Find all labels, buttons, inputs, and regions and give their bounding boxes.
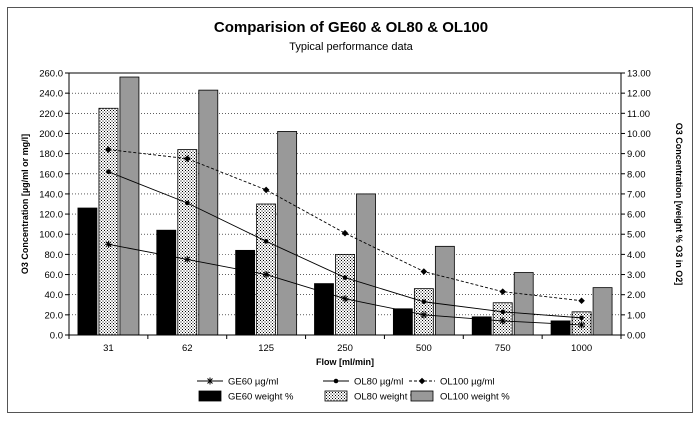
legend-bar-swatch — [410, 390, 434, 402]
point-marker — [342, 295, 348, 302]
right-tick-label: 5.00 — [627, 230, 646, 241]
legend-label: GE60 µg/ml — [228, 377, 278, 388]
right-tick-label: 8.00 — [627, 169, 646, 180]
point-marker — [342, 275, 348, 280]
left-tick-label: 200.0 — [39, 129, 63, 140]
chart-frame: Comparision of GE60 & OL80 & OL100 Typic… — [7, 7, 693, 413]
bar — [98, 107, 119, 336]
point-marker — [578, 322, 585, 328]
bar — [198, 89, 219, 336]
left-tick-label: 100.0 — [39, 230, 63, 241]
bar — [277, 131, 298, 336]
bar — [119, 76, 140, 336]
right-axis-ticks: 0.00 1.00 2.00 3.00 4.00 5.00 6.00 7.00 8.00 9.00… — [621, 69, 651, 342]
point-marker — [105, 241, 112, 248]
bar — [392, 308, 413, 336]
point-marker — [499, 288, 507, 295]
right-tick-label: 2.00 — [627, 290, 646, 301]
point-marker — [579, 315, 584, 321]
bar — [256, 203, 277, 336]
x-tick-label: 62 — [182, 343, 193, 354]
right-tick-label: 7.00 — [627, 189, 646, 200]
bar — [77, 207, 98, 336]
bar — [550, 320, 571, 336]
point-marker — [207, 378, 213, 384]
point-marker — [418, 377, 426, 385]
point-marker — [420, 268, 428, 275]
legend: GE60 µg/ml OL80 µg/ml OL100 µg/ml GE60 weig… — [197, 377, 510, 403]
point-marker — [341, 229, 349, 237]
legend-label: GE60 weight % — [228, 392, 294, 403]
bar — [356, 193, 376, 336]
legend-label: OL100 µg/ml — [440, 377, 495, 388]
x-tick-label: 250 — [337, 343, 353, 354]
legend-label: OL100 weight % — [440, 392, 510, 403]
right-tick-label: 13.00 — [627, 69, 651, 80]
right-tick-label: 4.00 — [627, 250, 646, 261]
point-marker — [499, 318, 506, 324]
legend-label: OL80 weight % — [354, 392, 419, 403]
bar — [513, 272, 534, 336]
left-tick-label: 60.0 — [45, 270, 64, 281]
point-marker — [263, 238, 269, 244]
chart-title: Comparision of GE60 & OL80 & OL100 — [214, 19, 488, 36]
point-marker — [421, 311, 427, 318]
point-marker — [263, 271, 269, 278]
right-tick-label: 0.00 — [627, 331, 646, 342]
point-marker — [184, 256, 191, 263]
chart: Comparision of GE60 & OL80 & OL100 Typic… — [20, 19, 684, 403]
x-tick-label: 750 — [495, 343, 511, 354]
left-tick-label: 240.0 — [39, 89, 63, 100]
x-tick-label: 500 — [416, 343, 432, 354]
point-marker — [105, 146, 112, 153]
left-tick-label: 260.0 — [39, 69, 63, 80]
plot-area-border — [68, 72, 622, 336]
legend-bar-swatch — [324, 390, 348, 402]
right-tick-label: 6.00 — [627, 210, 646, 221]
bar — [156, 229, 177, 336]
left-axis-ticks: 0.0 20.0 40.0 60.0 80.0 100.0 120.0 140.0 160.0 1… — [39, 69, 69, 342]
left-tick-label: 120.0 — [39, 210, 63, 221]
left-tick-label: 180.0 — [39, 149, 63, 160]
point-marker — [106, 169, 111, 175]
left-tick-label: 40.0 — [45, 290, 64, 301]
x-tick-label: 31 — [103, 343, 114, 354]
bar — [235, 249, 256, 336]
left-tick-label: 140.0 — [39, 189, 63, 200]
left-tick-label: 20.0 — [45, 310, 64, 321]
bar — [177, 149, 198, 336]
left-tick-label: 220.0 — [39, 109, 63, 120]
x-axis-label: Flow [ml/min] — [316, 357, 374, 367]
left-tick-label: 0.0 — [50, 331, 63, 342]
legend-label: OL80 µg/ml — [354, 377, 403, 388]
bar — [592, 287, 613, 336]
legend-bar-swatch — [198, 390, 222, 402]
point-marker — [500, 309, 506, 315]
x-tick-label: 125 — [258, 343, 274, 354]
right-tick-label: 9.00 — [627, 149, 646, 160]
point-marker — [333, 378, 339, 384]
point-marker — [421, 299, 427, 305]
point-marker — [184, 200, 190, 206]
right-tick-label: 3.00 — [627, 270, 646, 281]
chart-subtitle: Typical performance data — [289, 41, 413, 53]
bar-series — [77, 76, 613, 336]
bar — [335, 253, 355, 336]
right-tick-label: 11.00 — [627, 109, 650, 120]
right-tick-label: 1.00 — [627, 310, 646, 321]
line-series — [104, 146, 586, 329]
point-marker — [262, 186, 270, 194]
point-marker — [183, 155, 191, 162]
x-axis-ticks: 31 62 125 250 500 750 1000 — [68, 335, 622, 354]
bar — [434, 245, 455, 336]
left-tick-label: 160.0 — [39, 169, 63, 180]
x-tick-label: 1000 — [571, 343, 592, 354]
bar — [314, 283, 334, 336]
left-tick-label: 80.0 — [45, 250, 64, 261]
right-tick-label: 12.00 — [627, 89, 651, 100]
y-axis-label-left: O3 Concentration [µg/ml or mg/l] — [20, 134, 30, 274]
y-axis-label-right: O3 Concentration [weight % O3 in O2] — [674, 123, 684, 286]
right-tick-label: 10.00 — [627, 129, 651, 140]
point-marker — [578, 297, 585, 305]
